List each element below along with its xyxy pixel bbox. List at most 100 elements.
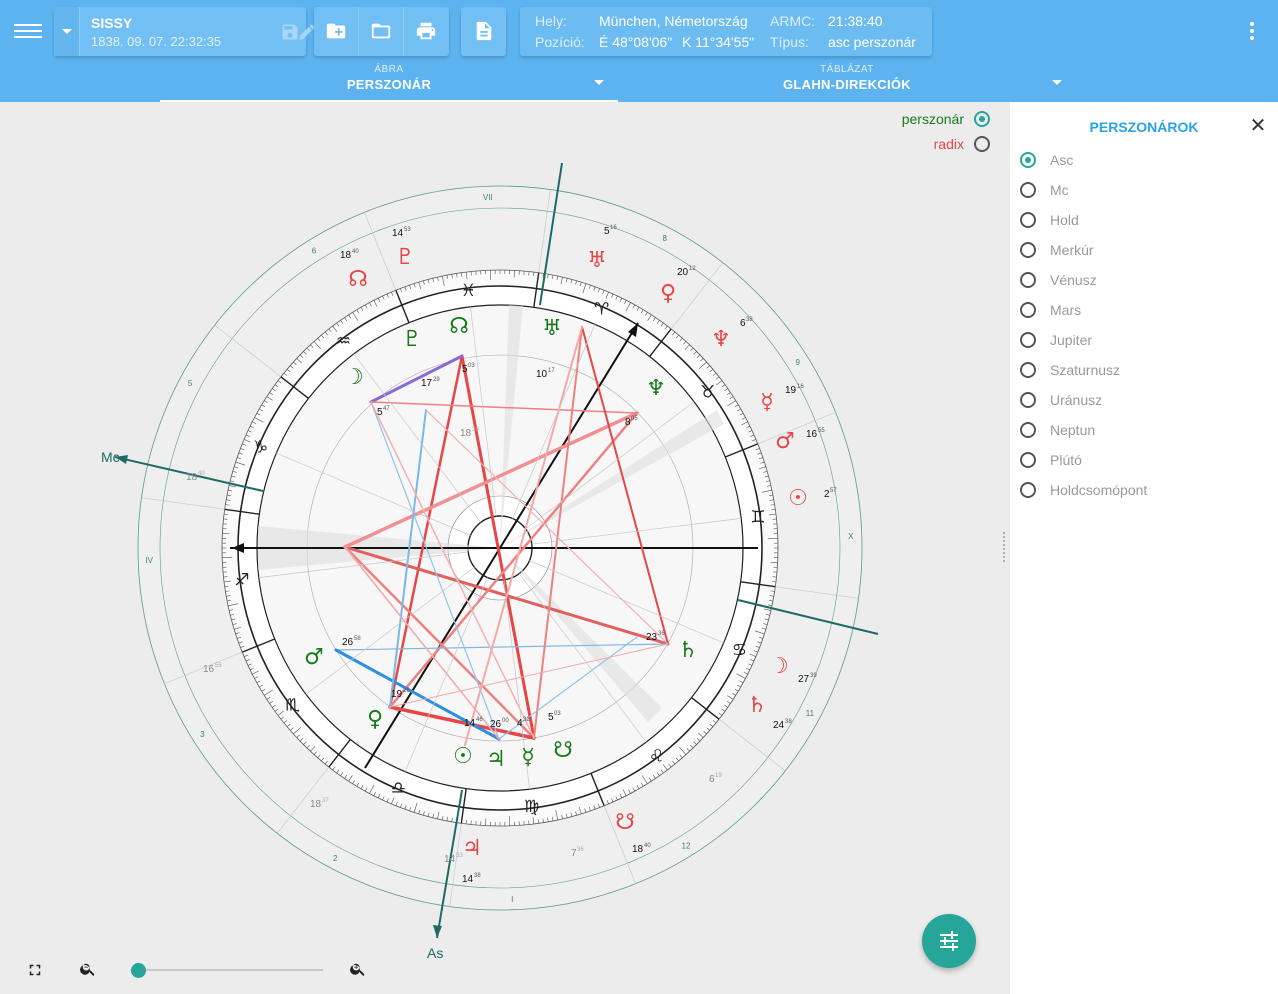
sign-boundary: [725, 443, 759, 458]
zoom-out-icon[interactable]: [79, 960, 97, 978]
degree-tick: [769, 499, 774, 501]
persona-item[interactable]: Hold: [1018, 204, 1268, 234]
degree-tick: [734, 688, 739, 692]
tab-abra[interactable]: ÁBRA PERSZONÁR: [160, 64, 618, 102]
degree-tick: [272, 388, 276, 392]
chart-info-card: Hely: München, Németország Pozíció: É 48…: [520, 7, 932, 56]
persona-planet-glyph: ♂: [304, 645, 324, 670]
house-cusp-minutes: 19: [715, 773, 722, 779]
open-folder-button[interactable]: [359, 7, 404, 56]
menu-icon[interactable]: [14, 20, 42, 44]
outer-house-line: [141, 497, 225, 510]
degree-tick: [283, 720, 288, 724]
persona-item[interactable]: Plútó: [1018, 444, 1268, 474]
persona-planet-degree: 14: [464, 718, 476, 729]
degree-tick: [625, 302, 631, 312]
degree-tick: [660, 322, 664, 327]
position-longitude: K 11°34'55": [682, 34, 755, 50]
persona-planet-glyph: ☿: [521, 745, 535, 770]
degree-tick: [703, 731, 707, 735]
persona-item[interactable]: Vénusz: [1018, 264, 1268, 294]
degree-tick: [231, 618, 236, 621]
person-dropdown-button[interactable]: [54, 7, 80, 56]
print-button[interactable]: [404, 7, 449, 56]
tab-tablazat-caption: TÁBLÁZAT: [820, 64, 874, 75]
persona-planet-minutes: 05: [631, 416, 638, 422]
new-folder-button[interactable]: [314, 7, 359, 56]
radix-planet-minutes: 12: [689, 266, 696, 272]
degree-tick: [441, 276, 445, 286]
zodiac-sign-glyph: ♉: [700, 383, 715, 403]
degree-tick: [321, 334, 325, 339]
file-toolbar: [314, 7, 449, 56]
persona-item-label: Vénusz: [1050, 272, 1097, 288]
degree-tick: [247, 430, 252, 433]
edit-icon[interactable]: [297, 22, 317, 42]
outer-house-line: [757, 412, 836, 445]
degree-tick: [303, 741, 307, 745]
save-icon[interactable]: [280, 22, 300, 42]
toggle-radix[interactable]: radix: [880, 136, 990, 154]
degree-tick: [235, 632, 240, 635]
degree-tick: [560, 277, 563, 285]
persona-item[interactable]: Asc: [1018, 144, 1268, 174]
zoom-in-icon[interactable]: [349, 960, 367, 978]
position-latitude: É 48°08'06": [599, 34, 673, 50]
toggle-perszonar[interactable]: perszonár: [880, 111, 990, 129]
zoom-slider-thumb[interactable]: [131, 963, 146, 978]
panel-resize-handle[interactable]: [1003, 530, 1006, 564]
settings-fab[interactable]: [922, 914, 976, 968]
zodiac-sign-glyph: ♌: [649, 747, 664, 767]
degree-tick: [690, 347, 694, 352]
degree-tick: [296, 358, 303, 364]
degree-tick: [542, 273, 544, 278]
outer-house-number: 5: [188, 379, 193, 388]
house-wedge: [500, 548, 662, 722]
degree-tick: [679, 754, 683, 759]
persona-item[interactable]: Uránusz: [1018, 384, 1268, 414]
more-vert-icon[interactable]: [1250, 22, 1256, 42]
outer-house-number: 8: [663, 234, 668, 243]
degree-tick: [721, 384, 726, 388]
document-button[interactable]: [461, 7, 506, 56]
degree-tick: [232, 623, 237, 625]
persona-item[interactable]: Jupiter: [1018, 324, 1268, 354]
type-value: asc perszonár: [828, 34, 916, 50]
persona-item[interactable]: Szaturnusz: [1018, 354, 1268, 384]
radio-icon: [1020, 182, 1036, 198]
house-cusp-minutes: 55: [215, 663, 222, 669]
persona-item[interactable]: Mc: [1018, 174, 1268, 204]
degree-tick: [231, 475, 236, 478]
persona-planet-minutes: 32: [523, 717, 530, 723]
house-number-ring: [159, 207, 841, 889]
inner-house-line: [512, 324, 596, 519]
degree-tick: [234, 626, 241, 630]
zodiac-sign-glyph: ♑: [253, 437, 268, 457]
degree-tick: [261, 688, 266, 692]
degree-tick: [556, 276, 559, 281]
persona-item[interactable]: Mars: [1018, 294, 1268, 324]
persona-item[interactable]: Neptun: [1018, 414, 1268, 444]
persona-item[interactable]: Holdcsomópont: [1018, 474, 1268, 504]
radio-icon: [1020, 242, 1036, 258]
degree-tick: [324, 760, 328, 765]
radio-icon: [1020, 392, 1036, 408]
degree-tick: [310, 745, 316, 752]
fullscreen-icon[interactable]: [26, 961, 44, 979]
person-card[interactable]: SISSY 1838. 09. 07. 22:32:35: [54, 7, 315, 56]
radix-planet-glyph: ☿: [760, 390, 774, 415]
new-folder-icon: [326, 23, 346, 39]
degree-tick: [755, 645, 760, 648]
zoom-slider-track[interactable]: [130, 969, 323, 971]
inner-house-line: [529, 560, 724, 644]
close-icon[interactable]: ✕: [1249, 115, 1267, 137]
persona-item[interactable]: Merkúr: [1018, 234, 1268, 264]
sign-boundary: [328, 739, 351, 768]
degree-tick: [619, 298, 623, 302]
tab-tablazat[interactable]: TÁBLÁZAT GLAHN-DIREKCIÓK: [618, 64, 1076, 102]
chevron-down-icon[interactable]: [594, 80, 604, 85]
chevron-down-icon[interactable]: [1052, 80, 1062, 85]
degree-tick: [593, 805, 596, 810]
degree-tick: [230, 480, 235, 483]
